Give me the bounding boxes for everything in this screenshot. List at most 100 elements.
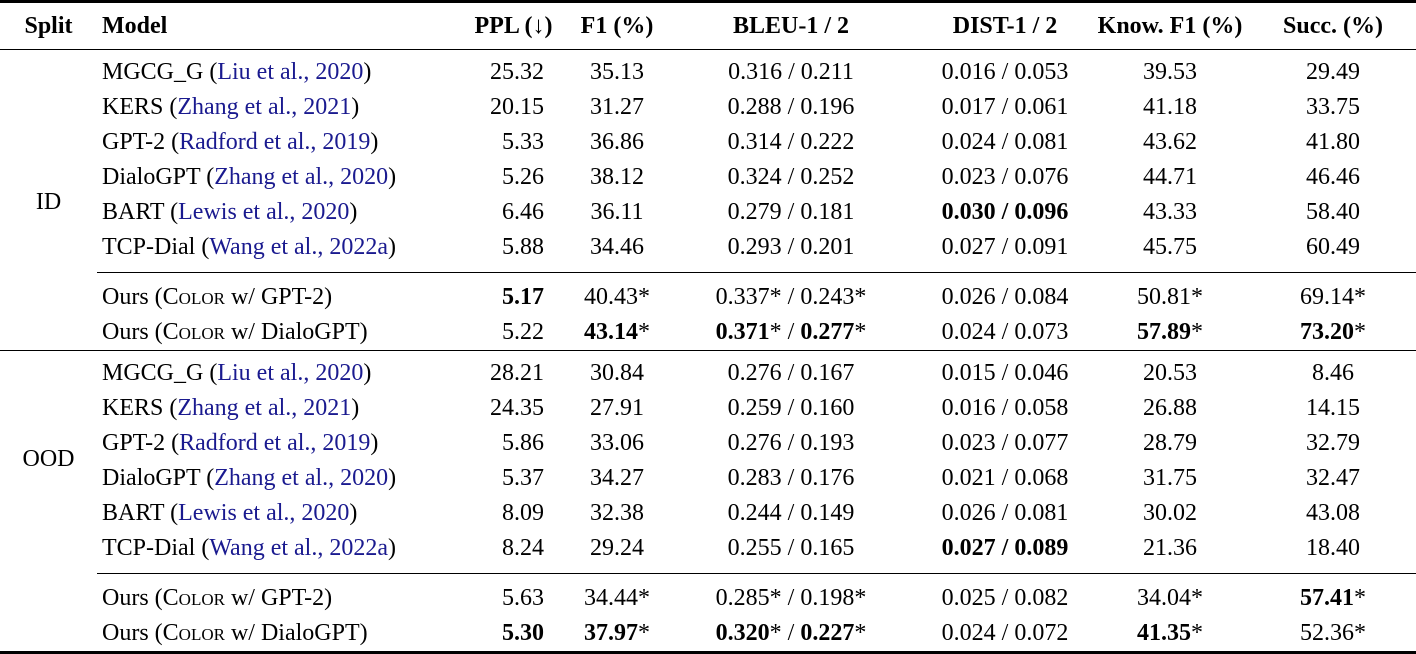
metric-value: 39.53 <box>1143 59 1197 85</box>
table-row: GPT-2 (Radford et al., 2019) 5.33 36.86 0.3… <box>0 125 1416 160</box>
metric-cell-ppl: 25.32 <box>455 50 572 91</box>
model-name-text: TCP-Dial ( <box>102 535 210 561</box>
table-row: KERS (Zhang et al., 2021) 24.35 27.91 0.259… <box>0 391 1416 426</box>
model-name-text: ) <box>370 129 379 155</box>
citation-link[interactable]: Zhang et al., 2020 <box>214 164 389 190</box>
model-name-text: ) <box>351 395 360 421</box>
metric-cell-know-f1: 30.02 <box>1090 496 1250 531</box>
citation-link[interactable]: Liu et al., 2020 <box>217 360 364 386</box>
metric-cell-f1: 43.14* <box>572 315 662 351</box>
metric-cell-dist: 0.027 / 0.091 <box>920 230 1090 273</box>
model-name-text: ) <box>388 164 397 190</box>
model-name-text: w/ GPT-2) <box>224 284 333 310</box>
model-name-text: Ours ( <box>102 284 163 310</box>
metric-cell-bleu: 0.279 / 0.181 <box>662 195 920 230</box>
model-name-text: BART ( <box>102 500 179 526</box>
table-row: Ours (Color w/ DialoGPT) 5.22 43.14* 0.371*… <box>0 315 1416 351</box>
metric-cell-know-f1: 21.36 <box>1090 531 1250 574</box>
model-name-text: ) <box>388 234 397 260</box>
split-label-ood: OOD <box>0 350 97 653</box>
metric-value: 45.75 <box>1143 234 1197 260</box>
citation-link[interactable]: Lewis et al., 2020 <box>178 199 350 225</box>
metric-value: 34.46 <box>590 234 644 260</box>
metric-cell-succ: 41.80 <box>1250 125 1416 160</box>
citation-link[interactable]: Radford et al., 2019 <box>179 430 371 456</box>
metric-value: 33.06 <box>590 430 644 456</box>
metric-value: 0.016 / 0.058 <box>941 395 1069 421</box>
table-row: ID MGCG_G (Liu et al., 2020) 25.32 35.13 0.3… <box>0 49 1416 351</box>
metric-value: * <box>1191 620 1203 646</box>
model-cell: GPT-2 (Radford et al., 2019) <box>97 125 455 160</box>
model-name-text: BART ( <box>102 199 179 225</box>
column-header-succ: Succ. (%) <box>1250 1 1416 50</box>
metric-value: 34.44* <box>584 585 650 611</box>
citation-link[interactable]: Zhang et al., 2021 <box>177 94 352 120</box>
citation-link[interactable]: Wang et al., 2022a <box>209 234 389 260</box>
metric-value: 5.37 <box>502 465 544 491</box>
citation-link[interactable]: Wang et al., 2022a <box>209 535 389 561</box>
metric-cell-bleu: 0.285* / 0.198* <box>662 573 920 616</box>
citation-link[interactable]: Radford et al., 2019 <box>179 129 371 155</box>
model-cell: Ours (Color w/ DialoGPT) <box>97 616 455 653</box>
citation-link[interactable]: Zhang et al., 2021 <box>177 395 352 421</box>
metric-cell-know-f1: 41.35* <box>1090 616 1250 653</box>
model-name-text: Ours ( <box>102 319 163 345</box>
metric-value: 41.35 <box>1137 620 1191 646</box>
metric-cell-succ: 60.49 <box>1250 230 1416 273</box>
metric-value: 25.32 <box>490 59 544 85</box>
metric-value: 43.62 <box>1143 129 1197 155</box>
table-row: Ours (Color w/ GPT-2) 5.17 40.43* 0.337* / … <box>0 272 1416 315</box>
metric-value: * <box>1354 585 1366 611</box>
metric-cell-succ: 73.20* <box>1250 315 1416 351</box>
metric-value: 60.49 <box>1306 234 1360 260</box>
metric-value: 8.24 <box>502 535 544 561</box>
citation-link[interactable]: Zhang et al., 2020 <box>214 465 389 491</box>
model-name-text: w/ DialoGPT) <box>224 620 368 646</box>
model-cell: MGCG_G (Liu et al., 2020) <box>97 50 455 91</box>
model-cell: Ours (Color w/ GPT-2) <box>97 272 455 315</box>
metric-value: 0.276 / 0.193 <box>727 430 855 456</box>
method-name-smallcaps: Color <box>162 284 225 310</box>
model-name-text: Ours ( <box>102 585 163 611</box>
column-header-model: Model <box>97 1 455 50</box>
metric-cell-succ: 29.49 <box>1250 50 1416 91</box>
metric-value: 5.30 <box>502 620 544 646</box>
metric-cell-ppl: 5.33 <box>455 125 572 160</box>
column-header-f1: F1 (%) <box>572 1 662 50</box>
metric-value: 52.36* <box>1300 620 1366 646</box>
split-label-id: ID <box>0 49 97 351</box>
model-cell: TCP-Dial (Wang et al., 2022a) <box>97 531 455 574</box>
citation-link[interactable]: Liu et al., 2020 <box>217 59 364 85</box>
metric-value: * <box>854 620 867 646</box>
metric-cell-bleu: 0.293 / 0.201 <box>662 230 920 273</box>
metric-value: * <box>1191 319 1203 345</box>
metric-cell-f1: 34.46 <box>572 230 662 273</box>
model-cell: DialoGPT (Zhang et al., 2020) <box>97 461 455 496</box>
metric-value: 0.024 / 0.073 <box>941 319 1069 345</box>
model-name-text: ) <box>388 535 397 561</box>
metric-value: 37.97 <box>584 620 638 646</box>
metric-cell-ppl: 5.22 <box>455 315 572 351</box>
metric-value: 32.79 <box>1306 430 1360 456</box>
model-name-text: GPT-2 ( <box>102 430 180 456</box>
model-name-text: KERS ( <box>102 395 178 421</box>
metric-value: * <box>638 620 650 646</box>
table-row: OOD MGCG_G (Liu et al., 2020) 28.21 30.84 0.… <box>0 350 1416 653</box>
metric-value: 28.21 <box>490 360 544 386</box>
model-name-text: MGCG_G ( <box>102 59 218 85</box>
model-name-text: DialoGPT ( <box>102 465 215 491</box>
metric-cell-bleu: 0.244 / 0.149 <box>662 496 920 531</box>
metric-value: 57.41 <box>1300 585 1354 611</box>
table-row: GPT-2 (Radford et al., 2019) 5.86 33.06 0.2… <box>0 426 1416 461</box>
citation-link[interactable]: Lewis et al., 2020 <box>178 500 350 526</box>
metric-value: 0.244 / 0.149 <box>727 500 855 526</box>
metric-value: 41.80 <box>1306 129 1360 155</box>
metric-value: 41.18 <box>1143 94 1197 120</box>
metric-cell-know-f1: 20.53 <box>1090 351 1250 392</box>
model-cell: DialoGPT (Zhang et al., 2020) <box>97 160 455 195</box>
model-cell: KERS (Zhang et al., 2021) <box>97 90 455 125</box>
metric-cell-know-f1: 43.62 <box>1090 125 1250 160</box>
metric-cell-dist: 0.025 / 0.082 <box>920 573 1090 616</box>
metric-cell-ppl: 5.63 <box>455 573 572 616</box>
